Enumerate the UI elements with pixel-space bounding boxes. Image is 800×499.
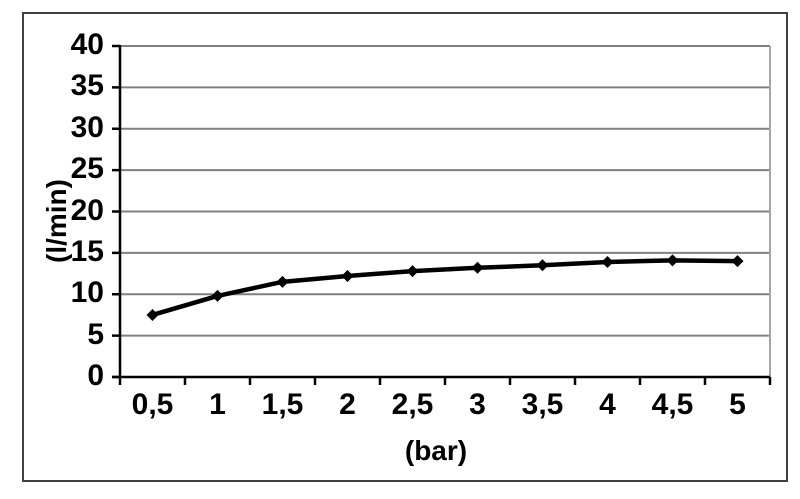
x-tick-label-5: 5 [729, 388, 746, 421]
tick-marks [112, 44, 772, 385]
y-tick-label-30: 30 [70, 110, 104, 144]
series-line [151, 258, 738, 318]
y-tick-label-40: 40 [70, 28, 104, 61]
x-tick-label-3: 3 [469, 388, 486, 421]
data-point-marker-2 [341, 270, 354, 283]
x-tick-label-4: 4 [599, 388, 616, 421]
x-tick-label-2: 2 [339, 388, 356, 421]
x-tick-label-1,5: 1,5 [261, 388, 304, 421]
y-tick-label-20: 20 [70, 193, 104, 227]
data-point-marker-1,5 [276, 275, 289, 288]
data-point-marker-0,5 [146, 308, 159, 321]
x-tick-label-4,5: 4,5 [651, 388, 694, 421]
data-point-marker-2,5 [406, 265, 419, 278]
x-tick-label-3,5: 3,5 [521, 388, 564, 421]
data-point-marker-1 [211, 289, 224, 302]
y-axis-title: (l/min) [41, 179, 72, 263]
y-tick-label-35: 35 [70, 69, 104, 103]
data-point-marker-3 [471, 261, 484, 274]
x-tick-label-1: 1 [209, 388, 226, 421]
x-tick-label-0,5: 0,5 [131, 388, 174, 421]
y-tick-label-0: 0 [87, 359, 104, 392]
data-point-marker-4 [601, 255, 614, 268]
x-tick-label-2,5: 2,5 [391, 388, 434, 421]
data-point-marker-4,5 [666, 254, 679, 267]
data-point-marker-5 [731, 255, 744, 268]
x-axis-title: (bar) [404, 435, 468, 466]
y-tick-label-5: 5 [87, 317, 104, 351]
flow-curve [146, 254, 744, 321]
chart-frame [22, 12, 788, 482]
y-tick-label-15: 15 [70, 234, 104, 268]
y-tick-label-10: 10 [70, 276, 104, 310]
data-point-marker-3,5 [536, 259, 549, 272]
y-tick-label-25: 25 [70, 152, 104, 186]
